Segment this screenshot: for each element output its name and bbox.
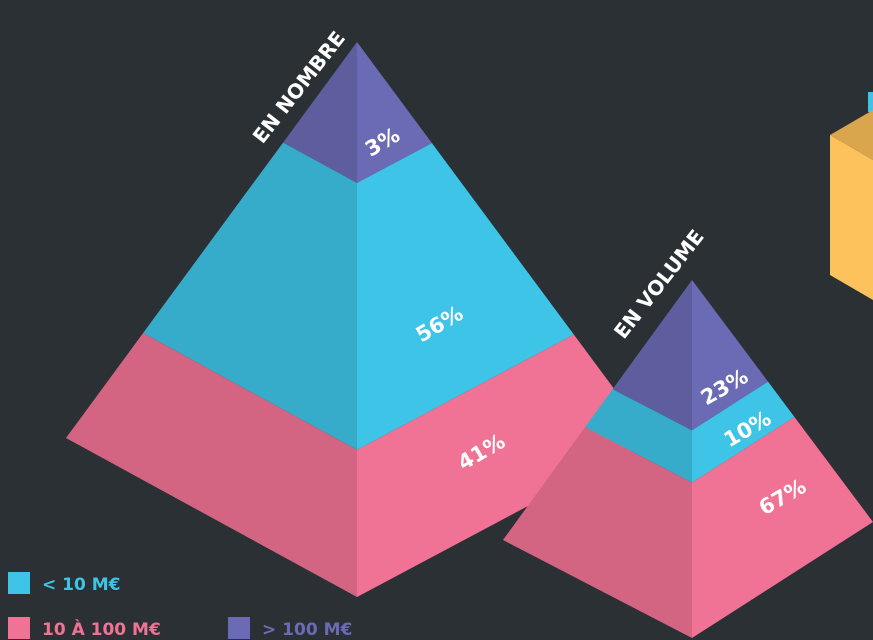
legend-label: < 10 M€: [42, 575, 120, 595]
legend-swatch: [228, 617, 250, 639]
legend-label: 10 À 100 M€: [42, 618, 161, 640]
pyramid-right-face: [692, 416, 873, 638]
pyramid-left-face: [503, 427, 692, 638]
legend-swatch: [8, 617, 30, 639]
pyramid-right-face: [357, 334, 652, 597]
pyramid-left-face: [585, 389, 692, 483]
pyramid-left-face: [612, 280, 692, 431]
pyramid-right-face: [357, 143, 574, 450]
pyramid-right-face: [692, 381, 795, 483]
pyramid-left-face: [283, 42, 357, 183]
legend-swatch: [8, 572, 30, 594]
pyramid-left-face: [66, 333, 357, 597]
decor-box: [830, 92, 873, 300]
pyramid-right-face: [357, 42, 432, 183]
pyramid-left-face: [143, 142, 357, 450]
pyramid-right-face: [692, 280, 769, 431]
legend-label: > 100 M€: [262, 620, 352, 640]
